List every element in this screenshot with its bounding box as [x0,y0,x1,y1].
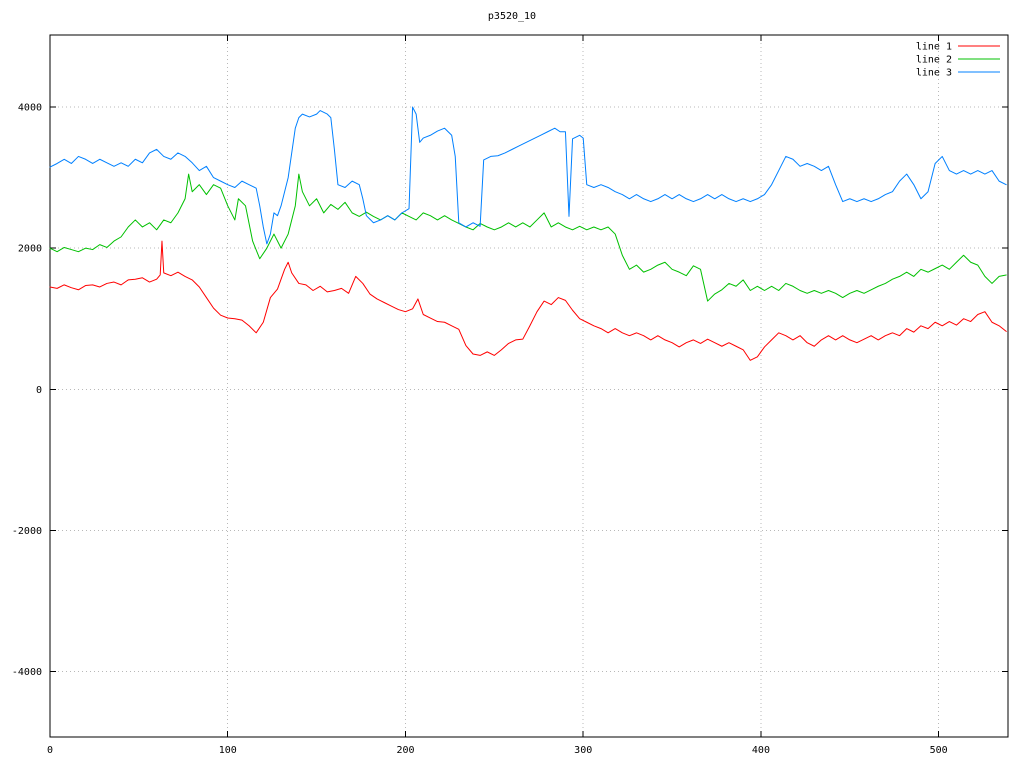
y-tick-label: 4000 [18,103,42,114]
x-tick-label: 200 [396,745,414,756]
gridlines [50,35,1008,737]
plot-border [49,34,1009,738]
y-tick-label: -4000 [12,667,42,678]
x-tick-label: 300 [574,745,592,756]
legend: line 1 line 2 line 3 [916,42,1000,79]
x-tick-label: 100 [219,745,237,756]
axis-ticks [49,35,1008,737]
legend-label-line-3: line 3 [916,68,952,79]
series-line-2 [49,173,1007,302]
axis-tick-labels: 0 100 200 300 400 500 -4000 -2000 0 2000 4000 [12,103,948,756]
y-tick-label: -2000 [12,526,42,537]
series-line-1 [49,240,1007,361]
y-tick-label: 2000 [18,244,42,255]
legend-label-line-2: line 2 [916,55,952,66]
legend-label-line-1: line 1 [916,42,952,53]
x-tick-label: 400 [752,745,770,756]
x-tick-label: 500 [930,745,948,756]
x-tick-label: 0 [47,745,53,756]
chart-title: p3520_10 [487,11,537,22]
y-tick-label: 0 [36,385,42,396]
series-line-3 [49,106,1007,245]
